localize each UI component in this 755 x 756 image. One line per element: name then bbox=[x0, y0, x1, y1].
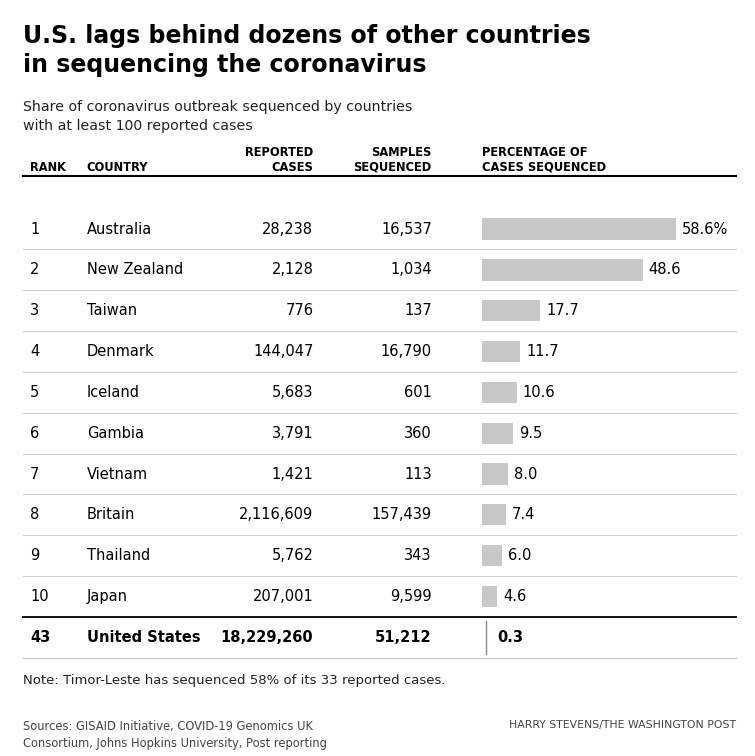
Text: 3,791: 3,791 bbox=[272, 426, 313, 441]
Text: Thailand: Thailand bbox=[87, 548, 150, 563]
Text: 6: 6 bbox=[30, 426, 39, 441]
Text: 1: 1 bbox=[30, 222, 39, 237]
Text: 343: 343 bbox=[405, 548, 432, 563]
Text: Gambia: Gambia bbox=[87, 426, 143, 441]
Text: 137: 137 bbox=[404, 303, 432, 318]
Text: PERCENTAGE OF
CASES SEQUENCED: PERCENTAGE OF CASES SEQUENCED bbox=[482, 146, 606, 174]
Text: 4: 4 bbox=[30, 344, 39, 359]
Text: Japan: Japan bbox=[87, 589, 128, 604]
Text: Vietnam: Vietnam bbox=[87, 466, 148, 482]
Text: 2,128: 2,128 bbox=[272, 262, 313, 277]
Text: 7: 7 bbox=[30, 466, 39, 482]
Text: Share of coronavirus outbreak sequenced by countries
with at least 100 reported : Share of coronavirus outbreak sequenced … bbox=[23, 100, 412, 133]
Text: 48.6: 48.6 bbox=[649, 262, 681, 277]
Text: 9.5: 9.5 bbox=[519, 426, 542, 441]
Text: 7.4: 7.4 bbox=[512, 507, 535, 522]
Text: 58.6%: 58.6% bbox=[682, 222, 728, 237]
Text: U.S. lags behind dozens of other countries
in sequencing the coronavirus: U.S. lags behind dozens of other countri… bbox=[23, 24, 590, 77]
Text: Iceland: Iceland bbox=[87, 385, 140, 400]
Text: Sources: GISAID Initiative, COVID-19 Genomics UK
Consortium, Johns Hopkins Unive: Sources: GISAID Initiative, COVID-19 Gen… bbox=[23, 720, 326, 750]
Text: 8.0: 8.0 bbox=[514, 466, 538, 482]
Text: New Zealand: New Zealand bbox=[87, 262, 183, 277]
Text: 6.0: 6.0 bbox=[507, 548, 531, 563]
Text: Taiwan: Taiwan bbox=[87, 303, 137, 318]
Text: 207,001: 207,001 bbox=[253, 589, 313, 604]
Text: 43: 43 bbox=[30, 630, 51, 645]
Text: United States: United States bbox=[87, 630, 200, 645]
Text: 8: 8 bbox=[30, 507, 39, 522]
Text: 2,116,609: 2,116,609 bbox=[239, 507, 313, 522]
Text: 10.6: 10.6 bbox=[522, 385, 556, 400]
Text: 157,439: 157,439 bbox=[371, 507, 432, 522]
Text: 51,212: 51,212 bbox=[375, 630, 432, 645]
Text: COUNTRY: COUNTRY bbox=[87, 161, 148, 174]
Text: 113: 113 bbox=[404, 466, 432, 482]
Text: 776: 776 bbox=[285, 303, 313, 318]
Text: 11.7: 11.7 bbox=[526, 344, 559, 359]
Text: 18,229,260: 18,229,260 bbox=[220, 630, 313, 645]
Text: 9: 9 bbox=[30, 548, 39, 563]
Text: Britain: Britain bbox=[87, 507, 135, 522]
Text: 5: 5 bbox=[30, 385, 39, 400]
Text: 2: 2 bbox=[30, 262, 39, 277]
Text: 9,599: 9,599 bbox=[390, 589, 432, 604]
Text: Australia: Australia bbox=[87, 222, 152, 237]
Text: 144,047: 144,047 bbox=[253, 344, 313, 359]
Text: 28,238: 28,238 bbox=[262, 222, 313, 237]
Text: 360: 360 bbox=[404, 426, 432, 441]
Text: 601: 601 bbox=[404, 385, 432, 400]
Text: SAMPLES
SEQUENCED: SAMPLES SEQUENCED bbox=[353, 146, 432, 174]
Text: 17.7: 17.7 bbox=[547, 303, 579, 318]
Text: 3: 3 bbox=[30, 303, 39, 318]
Text: Denmark: Denmark bbox=[87, 344, 155, 359]
Text: 5,762: 5,762 bbox=[272, 548, 313, 563]
Text: 1,421: 1,421 bbox=[272, 466, 313, 482]
Text: 10: 10 bbox=[30, 589, 49, 604]
Text: 4.6: 4.6 bbox=[503, 589, 526, 604]
Text: 1,034: 1,034 bbox=[390, 262, 432, 277]
Text: 5,683: 5,683 bbox=[272, 385, 313, 400]
Text: 16,537: 16,537 bbox=[381, 222, 432, 237]
Text: 0.3: 0.3 bbox=[497, 630, 522, 645]
Text: HARRY STEVENS/THE WASHINGTON POST: HARRY STEVENS/THE WASHINGTON POST bbox=[509, 720, 736, 730]
Text: Note: Timor-Leste has sequenced 58% of its 33 reported cases.: Note: Timor-Leste has sequenced 58% of i… bbox=[23, 674, 445, 687]
Text: RANK: RANK bbox=[30, 161, 66, 174]
Text: REPORTED
CASES: REPORTED CASES bbox=[245, 146, 313, 174]
Text: 16,790: 16,790 bbox=[381, 344, 432, 359]
